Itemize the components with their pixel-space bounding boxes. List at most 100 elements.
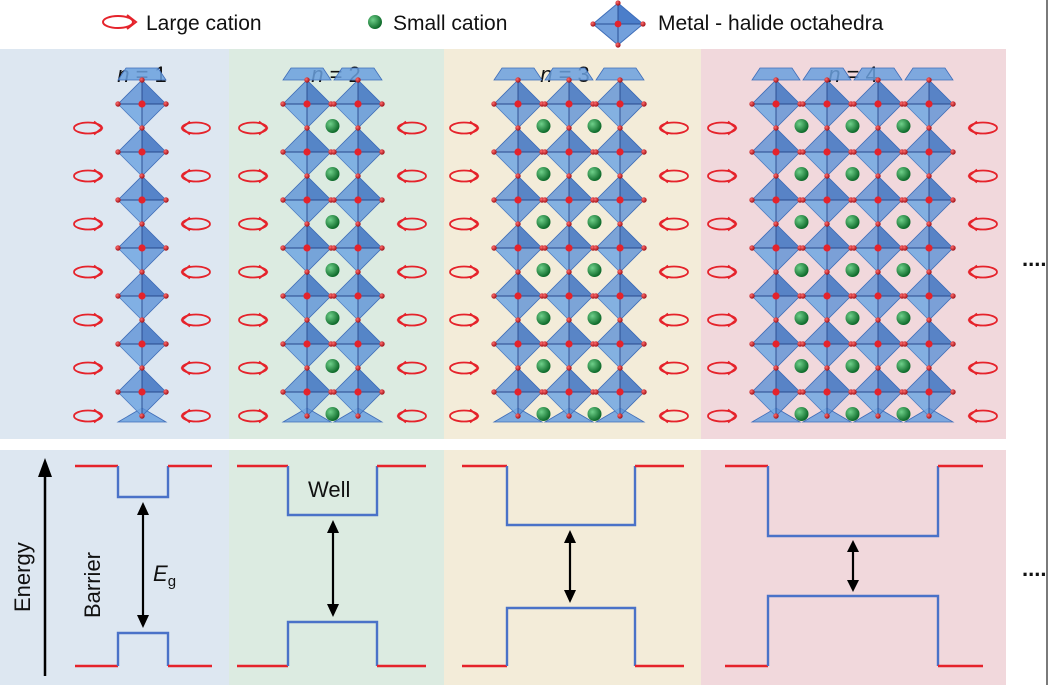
halide-atom	[542, 245, 548, 251]
octahedron	[493, 175, 543, 225]
halide-atom	[355, 413, 361, 419]
small-cation	[325, 263, 340, 277]
small-cation	[794, 119, 809, 133]
halide-atom	[617, 173, 623, 179]
octahedron	[595, 367, 645, 417]
band-n2	[237, 464, 426, 668]
octahedron	[544, 175, 594, 225]
large-cation	[658, 120, 689, 136]
octahedron	[751, 271, 801, 321]
halide-atom	[617, 269, 623, 275]
halide-atom	[824, 269, 830, 275]
small-cation	[896, 359, 911, 373]
large-cation	[396, 168, 427, 184]
halide-atom	[851, 101, 857, 107]
halide-atom	[749, 197, 755, 203]
octahedron	[544, 367, 594, 417]
halide-atom	[773, 413, 779, 419]
small-cation	[325, 215, 340, 229]
halide-atom	[280, 197, 286, 203]
octahedron-legend-icon	[590, 0, 646, 48]
halide-atom	[331, 341, 337, 347]
octahedron	[802, 367, 852, 417]
halide-atom	[355, 173, 361, 179]
large-cation	[449, 312, 480, 328]
octahedron	[282, 319, 332, 369]
halide-atom	[566, 221, 572, 227]
gap-arrow-n3	[564, 530, 576, 603]
large-cation	[180, 216, 211, 232]
halide-atom	[304, 413, 310, 419]
octahedron	[853, 319, 903, 369]
large-cation	[396, 312, 427, 328]
halide-atom	[749, 101, 755, 107]
halide-atom	[641, 149, 647, 155]
halide-atom	[950, 101, 956, 107]
large-cation	[707, 264, 738, 280]
band-n3	[462, 464, 684, 668]
octahedron	[333, 271, 383, 321]
halide-atom	[115, 341, 121, 347]
halide-atom	[139, 77, 145, 83]
halide-atom	[115, 101, 121, 107]
small-cation	[896, 311, 911, 325]
small-cation	[845, 263, 860, 277]
octahedron	[117, 79, 167, 129]
small-cation	[845, 311, 860, 325]
octahedron	[904, 175, 954, 225]
octahedron-cap	[493, 67, 543, 81]
halide-atom	[824, 413, 830, 419]
halide-atom	[875, 173, 881, 179]
halide-atom	[304, 317, 310, 323]
small-cation	[536, 119, 551, 133]
small-cation	[794, 407, 809, 421]
large-cation	[73, 312, 104, 328]
halide-atom	[163, 293, 169, 299]
legend-octahedra-label: Metal - halide octahedra	[658, 12, 884, 35]
halide-atom	[926, 269, 932, 275]
halide-atom	[331, 293, 337, 299]
large-cation	[73, 264, 104, 280]
halide-atom	[902, 341, 908, 347]
halide-atom	[875, 221, 881, 227]
halide-atom	[749, 149, 755, 155]
halide-atom	[355, 125, 361, 131]
halide-atom	[379, 341, 385, 347]
octahedron	[595, 271, 645, 321]
halide-atom	[542, 389, 548, 395]
halide-atom	[280, 341, 286, 347]
octahedron	[117, 175, 167, 225]
octahedron	[853, 223, 903, 273]
octahedron	[802, 223, 852, 273]
halide-atom	[593, 149, 599, 155]
halide-atom	[515, 413, 521, 419]
halide-atom	[139, 317, 145, 323]
legend-large-cation-label: Large cation	[146, 12, 262, 35]
octahedron	[544, 127, 594, 177]
halide-atom	[542, 197, 548, 203]
halide-atom	[641, 389, 647, 395]
well-label: Well	[308, 477, 350, 502]
small-cation	[845, 359, 860, 373]
halide-atom	[950, 293, 956, 299]
octahedron	[544, 319, 594, 369]
large-cation	[238, 168, 269, 184]
octahedron	[544, 271, 594, 321]
octahedron	[802, 175, 852, 225]
octahedron	[117, 271, 167, 321]
halide-atom	[926, 125, 932, 131]
halide-atom	[379, 197, 385, 203]
halide-atom	[379, 245, 385, 251]
small-cation	[794, 215, 809, 229]
halide-atom	[379, 149, 385, 155]
halide-atom	[824, 125, 830, 131]
octahedron	[751, 223, 801, 273]
halide-atom	[515, 125, 521, 131]
halide-atom	[926, 221, 932, 227]
halide-atom	[355, 269, 361, 275]
halide-atom	[824, 365, 830, 371]
small-cation	[845, 119, 860, 133]
large-cation	[180, 312, 211, 328]
octahedron	[904, 367, 954, 417]
